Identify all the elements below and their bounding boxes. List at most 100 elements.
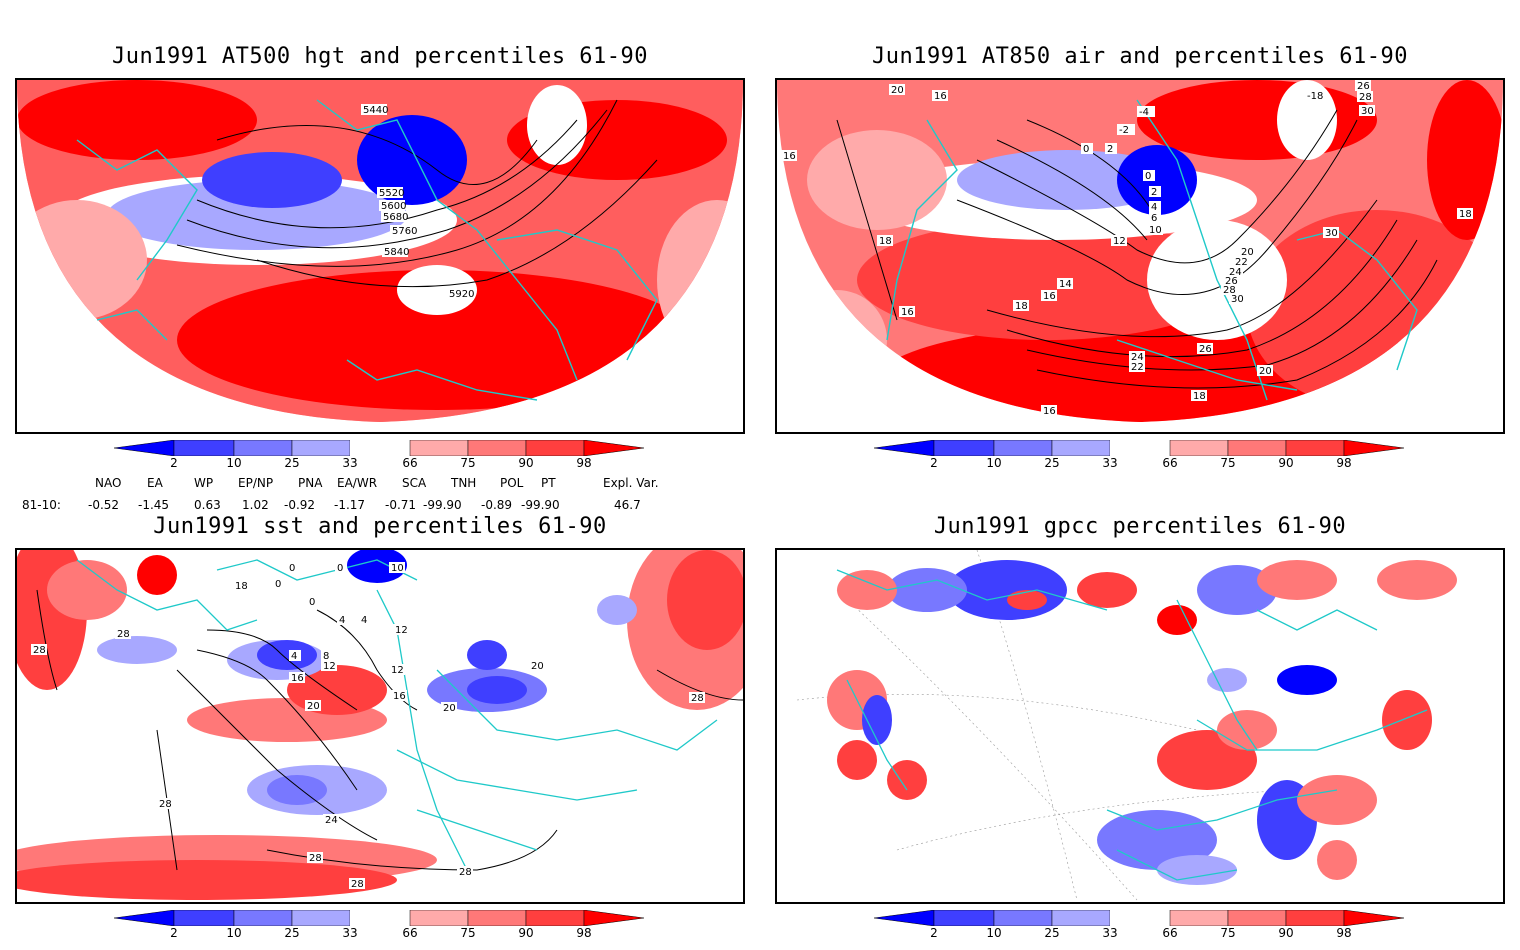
- index-value: 0.63: [194, 498, 221, 512]
- contour-label: 24: [325, 815, 338, 826]
- colorbar-label: 66: [1162, 456, 1178, 470]
- contour-label: 26: [1199, 344, 1212, 355]
- contour-label: 2: [1151, 187, 1157, 198]
- contour-label: 0: [275, 579, 281, 590]
- index-header: EA/WR: [337, 476, 378, 490]
- colorbar-label: 98: [576, 926, 592, 940]
- colorbar-hgt: 2 10 25 33 66 75 90 98: [113, 439, 645, 480]
- contour-label: 12: [323, 661, 336, 672]
- colorbar-sst: 2 10 25 33 66 75 90 98: [113, 909, 645, 950]
- contour-label: 0: [337, 563, 343, 574]
- contour-label: 28: [117, 629, 130, 640]
- map-panel-air: 20 16 -4 -2 0 2 -18 26 28 30 16 0 2 4 6 …: [775, 78, 1505, 434]
- contour-label: 18: [1015, 301, 1028, 312]
- index-header: Expl. Var.: [603, 476, 659, 490]
- contour-label: 16: [1043, 291, 1056, 302]
- contour-label: 5520: [379, 188, 404, 199]
- contour-label: 10: [391, 563, 404, 574]
- colorbar-label: 33: [342, 926, 358, 940]
- contour-label: 8: [323, 651, 329, 662]
- contour-label: 30: [1325, 228, 1338, 239]
- colorbar-label: 66: [402, 456, 418, 470]
- contour-label: 16: [1043, 406, 1056, 417]
- teleconnection-indices: NAO EA WP EP/NP PNA EA/WR SCA TNH POL PT…: [0, 476, 760, 512]
- index-row-label: 81-10:: [22, 498, 61, 512]
- contour-label: 18: [1459, 209, 1472, 220]
- map-panel-sst: 28 28 0 0 0 0 4 4 4 8 12 12 16 16 20 20 …: [15, 548, 745, 904]
- contour-label: 22: [1131, 362, 1144, 373]
- contour-label: 28: [691, 693, 704, 704]
- contour-label: 28: [309, 853, 322, 864]
- air-map: 20 16 -4 -2 0 2 -18 26 28 30 16 0 2 4 6 …: [777, 80, 1503, 422]
- contour-label: 22: [1235, 257, 1248, 268]
- contour-label: 20: [1259, 366, 1272, 377]
- contour-label: 4: [291, 651, 297, 662]
- colorbar-label: 10: [226, 456, 242, 470]
- hgt-map: 5440 5520 5600 5680 5760 5840 5920: [17, 80, 743, 422]
- panel-title-air: Jun1991 AT850 air and percentiles 61-90: [871, 44, 1409, 69]
- contour-label: 5920: [449, 289, 474, 300]
- colorbar-label: 66: [1162, 926, 1178, 940]
- colorbar-air: 2 10 25 33 66 75 90 98: [873, 439, 1405, 480]
- colorbar-label: 66: [402, 926, 418, 940]
- contour-label: 20: [531, 661, 544, 672]
- index-value: -0.92: [284, 498, 316, 512]
- index-value: 1.02: [242, 498, 269, 512]
- index-header: EP/NP: [238, 476, 274, 490]
- sst-map: 28 28 0 0 0 0 4 4 4 8 12 12 16 16 20 20 …: [17, 550, 743, 902]
- map-panel-hgt: 5440 5520 5600 5680 5760 5840 5920: [15, 78, 745, 434]
- colorbar-label: 2: [170, 456, 178, 470]
- index-value: -1.17: [334, 498, 366, 512]
- contour-label: 10: [1149, 225, 1162, 236]
- index-header: NAO: [95, 476, 122, 490]
- colorbar-label: 10: [226, 926, 242, 940]
- colorbar-swatches: [113, 439, 645, 457]
- contour-label: 16: [901, 307, 914, 318]
- index-value: -0.52: [88, 498, 120, 512]
- contour-label: 24: [1229, 267, 1242, 278]
- contour-label: 5760: [392, 226, 417, 237]
- colorbar-label: 10: [986, 926, 1002, 940]
- colorbar-gpcc: 2 10 25 33 66 75 90 98: [873, 909, 1405, 950]
- index-value: -99.90: [423, 498, 462, 512]
- panel-title-hgt: Jun1991 AT500 hgt and percentiles 61-90: [111, 44, 649, 69]
- index-header: TNH: [451, 476, 477, 490]
- colorbar-label: 90: [1278, 926, 1294, 940]
- index-value: -0.89: [481, 498, 513, 512]
- contour-label: 16: [291, 673, 304, 684]
- contour-label: 18: [235, 581, 248, 592]
- colorbar-label: 25: [1044, 926, 1060, 940]
- colorbar-swatches: [113, 909, 645, 927]
- colorbar-label: 25: [1044, 456, 1060, 470]
- contour-label: 18: [1193, 391, 1206, 402]
- index-header: PNA: [298, 476, 323, 490]
- contour-label: -2: [1119, 125, 1129, 136]
- contour-label: 6: [1151, 213, 1157, 224]
- gpcc-map: [777, 550, 1503, 902]
- contour-label: 20: [1241, 247, 1254, 258]
- contour-label: 0: [1083, 144, 1089, 155]
- panel-title-gpcc: Jun1991 gpcc percentiles 61-90: [933, 514, 1347, 539]
- contour-label: 20: [443, 703, 456, 714]
- index-header: EA: [147, 476, 163, 490]
- contour-label: 28: [1223, 285, 1236, 296]
- contour-label: 4: [361, 615, 367, 626]
- colorbar-label: 75: [460, 926, 476, 940]
- contour-label: 0: [289, 563, 295, 574]
- contour-label: -4: [1139, 107, 1149, 118]
- contour-label: 5680: [383, 212, 408, 223]
- index-header: POL: [500, 476, 524, 490]
- colorbar-label: 75: [460, 456, 476, 470]
- contour-label: 20: [307, 701, 320, 712]
- colorbar-swatches: [873, 439, 1405, 457]
- colorbar-label: 25: [284, 456, 300, 470]
- colorbar-label: 98: [1336, 456, 1352, 470]
- index-header: PT: [541, 476, 556, 490]
- contour-label: 4: [339, 615, 345, 626]
- map-panel-gpcc: [775, 548, 1505, 904]
- colorbar-label: 2: [170, 926, 178, 940]
- contour-label: 5840: [384, 247, 409, 258]
- colorbar-label: 33: [1102, 456, 1118, 470]
- contour-label: 5600: [381, 201, 406, 212]
- contour-label: 28: [351, 879, 364, 890]
